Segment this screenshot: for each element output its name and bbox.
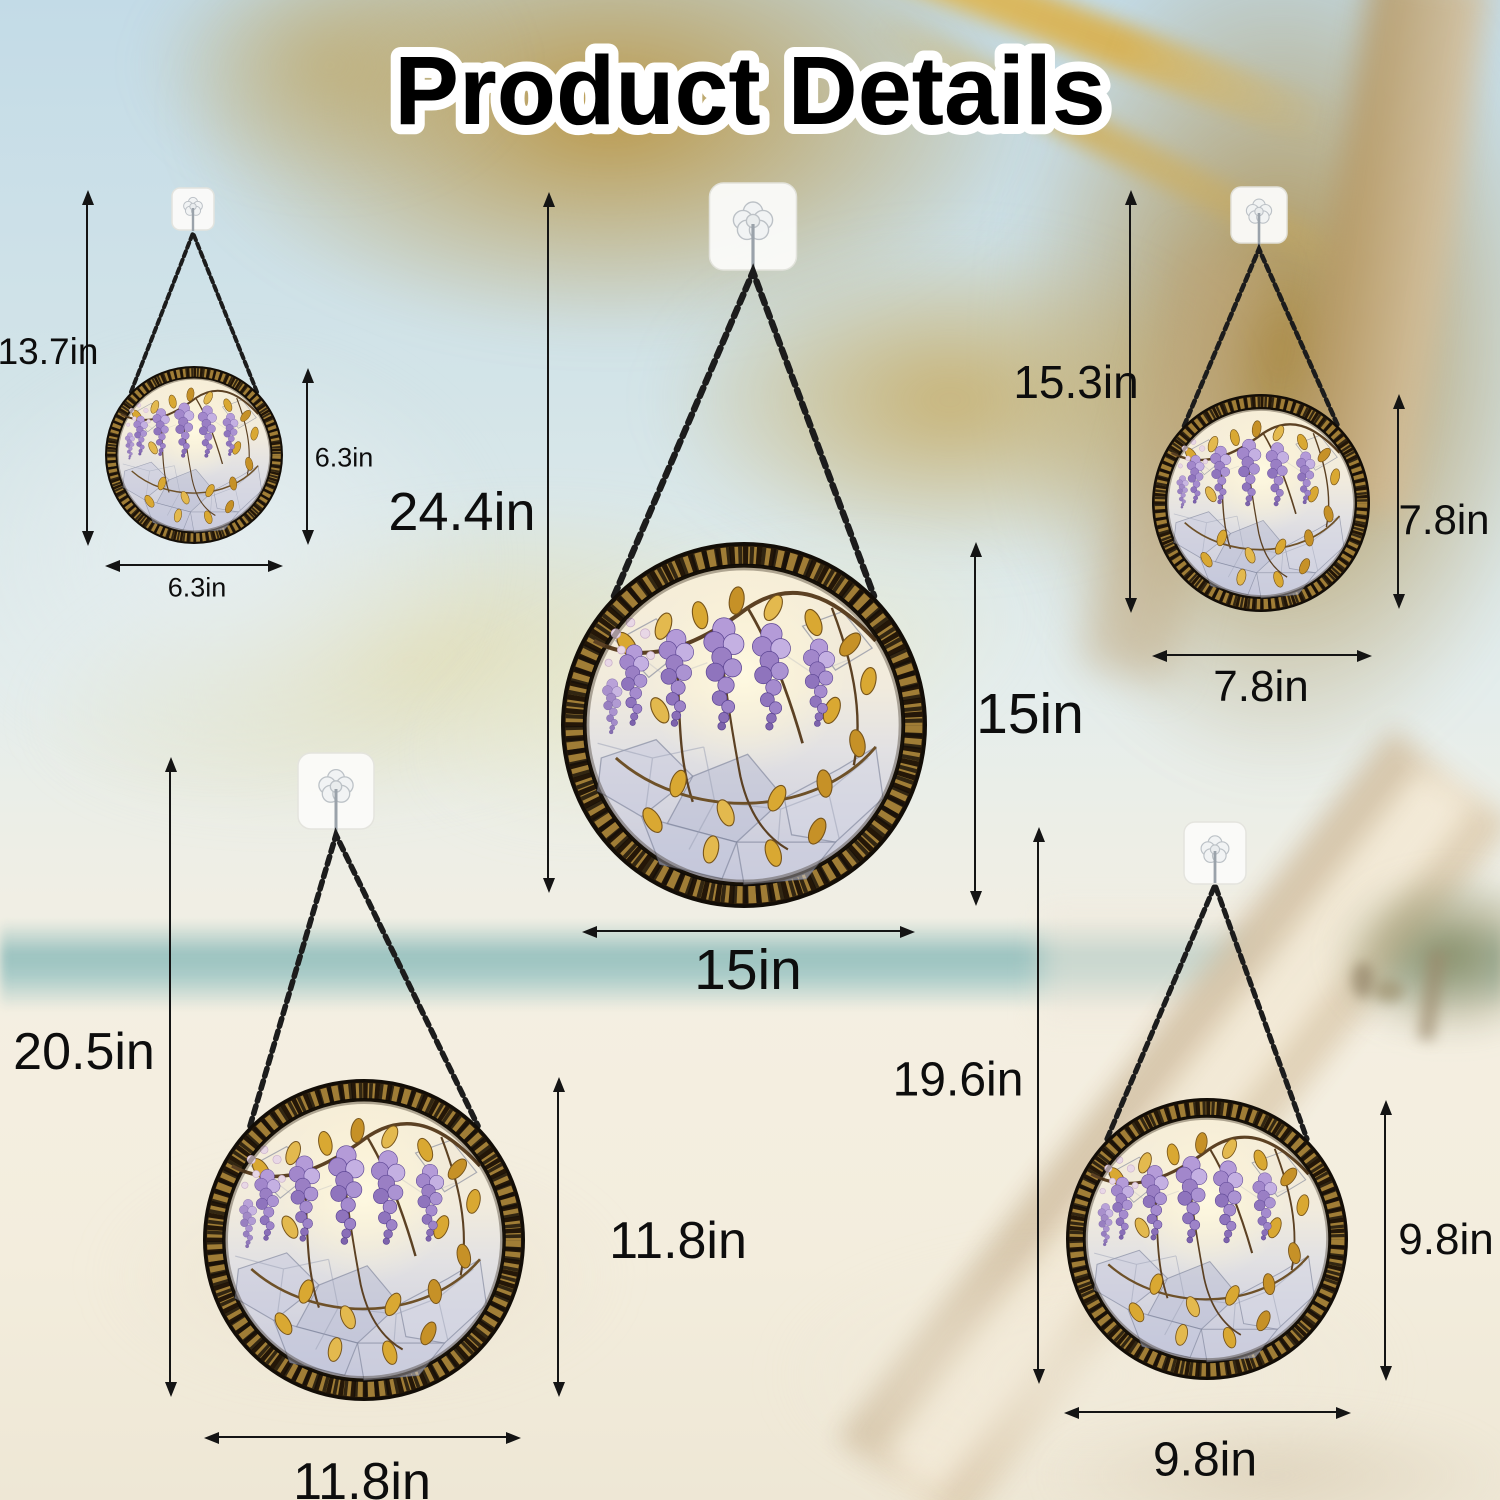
dim-arrow-width-top-left <box>105 559 283 572</box>
stained-glass-disc <box>205 1081 524 1400</box>
title-layer: Product Details <box>384 26 1116 155</box>
dim-label-height-top-left: 6.3in <box>314 442 374 473</box>
dim-arrow-height-top-right <box>1392 394 1405 609</box>
dim-label-height-bottom-right: 9.8in <box>1398 1215 1494 1264</box>
dim-arrow-width-center <box>582 925 915 938</box>
dim-label-height-top-right: 7.8in <box>1398 496 1490 543</box>
dim-label-height-bottom-left: 11.8in <box>609 1212 747 1270</box>
adhesive-hook <box>708 182 798 271</box>
hanging-chain <box>1104 877 1310 1142</box>
dim-arrow-height-center <box>969 542 982 906</box>
dim-arrow-width-bottom-left <box>204 1431 521 1444</box>
adhesive-hook <box>171 187 215 231</box>
hook-flower-icon <box>183 196 203 216</box>
page-title: Product Details <box>394 36 1106 145</box>
dim-label-total-center: 24.4in <box>388 482 536 542</box>
dim-label-total-bottom-left: 20.5in <box>13 1023 155 1081</box>
dim-arrow-width-bottom-right <box>1064 1406 1351 1419</box>
dim-arrow-total-bottom-right <box>1032 827 1045 1384</box>
stained-glass-disc <box>1067 1099 1346 1378</box>
suncatcher-center <box>563 182 925 906</box>
hanging-chain <box>1181 243 1341 429</box>
dim-label-width-bottom-right: 9.8in <box>1152 1433 1258 1487</box>
hanging-chain <box>247 827 481 1129</box>
dim-label-width-top-left: 6.3in <box>167 572 227 603</box>
stained-glass-disc <box>106 367 282 543</box>
dim-arrow-height-top-left <box>301 368 314 545</box>
dim-arrow-total-top-right <box>1124 190 1137 613</box>
dim-arrow-total-top-left <box>81 190 94 546</box>
hanging-chain <box>129 227 259 394</box>
dim-label-width-top-right: 7.8in <box>1213 662 1309 711</box>
adhesive-hook <box>1230 186 1288 248</box>
dim-label-height-center: 15in <box>976 682 1084 746</box>
dim-arrow-total-bottom-left <box>164 757 177 1397</box>
suncatcher-top-right <box>1153 186 1369 611</box>
stained-glass-disc <box>1153 395 1369 611</box>
adhesive-hook <box>297 752 375 833</box>
dim-label-width-center: 15in <box>694 938 802 1002</box>
stained-glass-disc <box>563 544 925 906</box>
dim-label-width-bottom-left: 11.8in <box>293 1453 431 1500</box>
dim-arrow-height-bottom-left <box>552 1077 565 1397</box>
hook-flower-icon <box>318 768 354 803</box>
suncatcher-top-left <box>106 187 282 543</box>
dim-label-total-bottom-right: 19.6in <box>892 1053 1024 1107</box>
dim-label-total-top-right: 15.3in <box>1013 356 1139 408</box>
suncatcher-bottom-right <box>1067 821 1346 1379</box>
dim-arrow-height-bottom-right <box>1379 1100 1392 1381</box>
suncatcher-bottom-left <box>205 752 524 1400</box>
dim-arrow-total-center <box>542 192 555 893</box>
hook-flower-icon <box>1200 835 1230 863</box>
hanging-chain <box>610 263 878 600</box>
dim-arrow-width-top-right <box>1152 649 1372 662</box>
dim-label-total-top-left: 13.7in <box>0 331 99 372</box>
adhesive-hook <box>1183 821 1247 885</box>
